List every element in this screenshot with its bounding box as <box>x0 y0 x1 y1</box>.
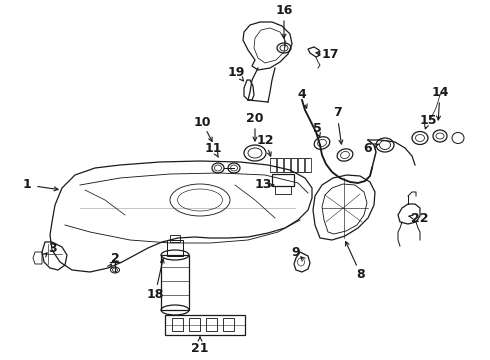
Bar <box>161 255 189 310</box>
Bar <box>270 158 276 172</box>
Text: 1: 1 <box>23 179 31 192</box>
Text: 5: 5 <box>313 122 321 135</box>
Bar <box>284 158 290 172</box>
Text: 11: 11 <box>204 141 222 154</box>
Bar <box>272 174 294 186</box>
Text: 6: 6 <box>364 141 372 154</box>
Text: 7: 7 <box>333 107 342 120</box>
Text: 12: 12 <box>256 134 274 147</box>
Text: 16: 16 <box>275 4 293 17</box>
Bar <box>277 158 283 172</box>
Bar <box>170 235 180 242</box>
Text: 10: 10 <box>193 116 211 129</box>
Bar <box>189 318 200 331</box>
Text: 8: 8 <box>357 269 366 282</box>
Text: 18: 18 <box>147 288 164 302</box>
Text: 15: 15 <box>419 113 437 126</box>
Bar <box>305 158 311 172</box>
Bar <box>275 186 291 194</box>
Text: 13: 13 <box>254 179 271 192</box>
Bar <box>172 318 183 331</box>
Text: 9: 9 <box>292 246 300 258</box>
Text: 17: 17 <box>321 49 339 62</box>
Text: 2: 2 <box>111 252 120 265</box>
Text: 3: 3 <box>48 242 56 255</box>
Text: 4: 4 <box>297 89 306 102</box>
Text: 14: 14 <box>431 85 449 99</box>
Bar <box>298 158 304 172</box>
Text: 19: 19 <box>227 66 245 78</box>
Text: 21: 21 <box>191 342 209 355</box>
Bar <box>167 240 183 256</box>
Bar <box>223 318 234 331</box>
Text: 20: 20 <box>246 112 264 125</box>
Bar <box>291 158 297 172</box>
Text: 22: 22 <box>411 211 429 225</box>
Bar <box>206 318 217 331</box>
